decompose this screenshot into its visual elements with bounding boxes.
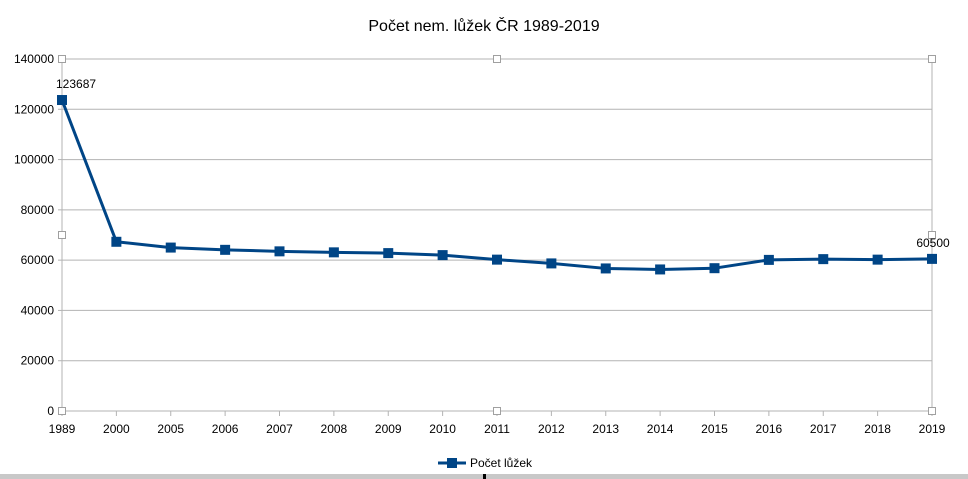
x-tick-label: 2000 (103, 422, 130, 436)
y-tick-label: 20000 (21, 354, 55, 368)
scrollbar-marker (483, 474, 486, 479)
selection-handle (58, 231, 66, 239)
x-tick-label: 2017 (810, 422, 837, 436)
legend-label: Počet lůžek (470, 456, 533, 470)
x-tick-label: 2012 (538, 422, 565, 436)
chart-title: Počet nem. lůžek ČR 1989-2019 (368, 18, 600, 35)
x-tick-label: 2015 (701, 422, 728, 436)
data-point-marker (546, 258, 557, 269)
x-tick-label: 2008 (321, 422, 348, 436)
y-tick-label: 80000 (21, 203, 55, 217)
x-tick-label: 2018 (864, 422, 891, 436)
selection-handle (493, 55, 501, 63)
data-point-marker (383, 248, 394, 259)
data-point-marker (274, 246, 285, 257)
selection-handle (928, 55, 936, 63)
selection-handle (493, 407, 501, 415)
data-point-marker (763, 254, 774, 265)
y-tick-label: 140000 (14, 52, 54, 66)
y-tick-label: 120000 (14, 102, 54, 116)
data-point-marker (111, 236, 122, 247)
x-tick-label: 2006 (212, 422, 239, 436)
data-label: 60500 (916, 236, 950, 250)
y-tick-label: 60000 (21, 253, 55, 267)
data-point-marker (600, 263, 611, 274)
x-tick-label: 2010 (429, 422, 456, 436)
selection-handle (928, 231, 936, 239)
data-label: 123687 (56, 77, 96, 91)
selection-handle (58, 407, 66, 415)
selection-handle (928, 407, 936, 415)
x-tick-label: 2011 (484, 422, 510, 436)
data-point-marker (709, 263, 720, 274)
x-tick-label: 2014 (647, 422, 674, 436)
x-tick-label: 2007 (266, 422, 293, 436)
x-tick-label: 2009 (375, 422, 402, 436)
data-point-marker (872, 254, 883, 265)
x-tick-label: 2013 (592, 422, 619, 436)
data-point-marker (437, 250, 448, 261)
data-point-marker (492, 254, 502, 265)
data-point-marker (927, 253, 937, 264)
x-tick-label: 2019 (919, 422, 946, 436)
data-point-marker (818, 254, 829, 265)
y-tick-label: 0 (47, 404, 54, 418)
y-tick-label: 40000 (21, 303, 55, 317)
data-point-marker (328, 247, 339, 258)
data-point-marker (220, 244, 231, 255)
series-line (60, 99, 933, 271)
data-point-marker (165, 242, 176, 253)
y-tick-label: 100000 (14, 153, 54, 167)
data-point-marker (655, 264, 666, 275)
data-point-marker (57, 95, 67, 106)
x-tick-label: 1989 (49, 422, 76, 436)
x-tick-label: 2016 (756, 422, 783, 436)
x-tick-label: 2005 (157, 422, 184, 436)
selection-handle (58, 55, 66, 63)
legend-marker (447, 458, 457, 468)
